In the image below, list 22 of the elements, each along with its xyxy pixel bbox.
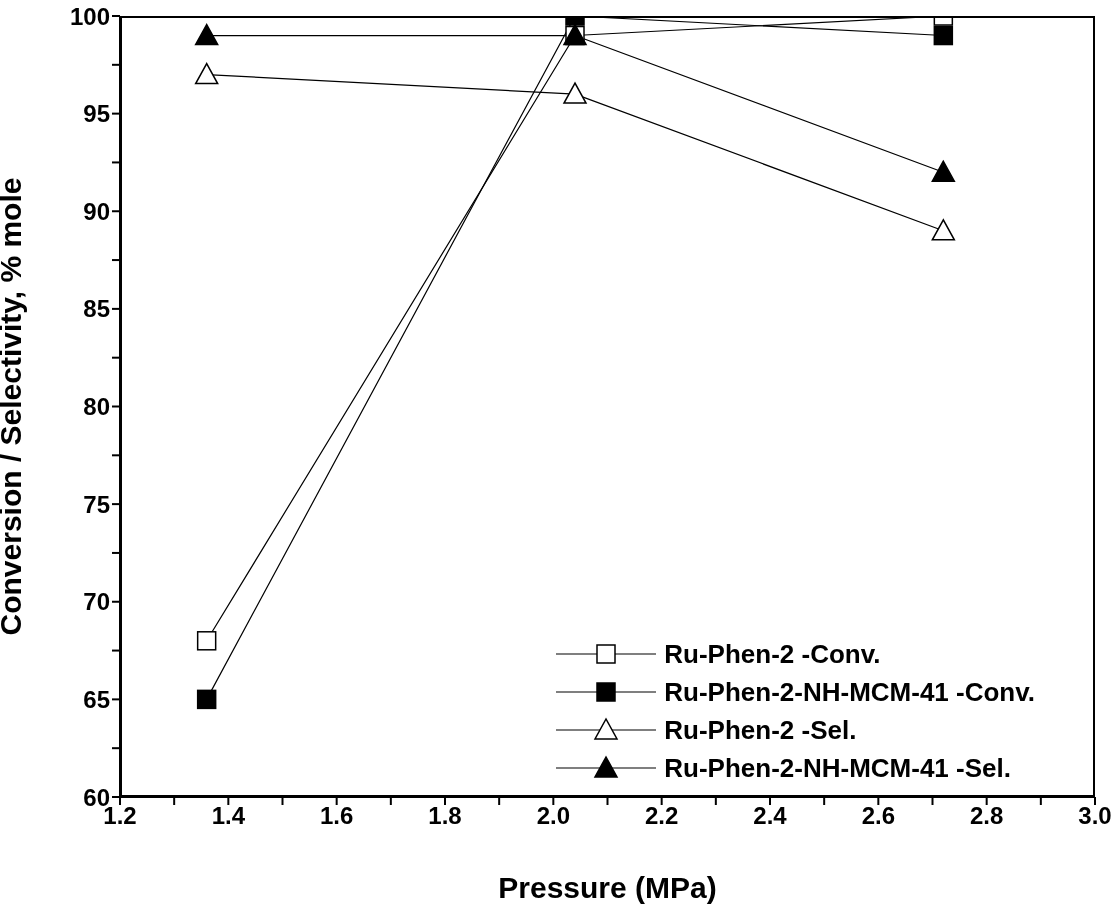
y-tick-label: 80	[83, 393, 110, 421]
y-tick-label: 90	[83, 197, 110, 225]
x-tick-label: 1.8	[428, 802, 462, 830]
x-tick-label: 1.6	[319, 802, 354, 830]
y-tick-label: 95	[83, 100, 110, 128]
x-axis-title: Pressure (MPa)	[498, 871, 717, 904]
x-tick-label: 3.0	[1078, 802, 1112, 830]
legend-label: Ru-Phen-2 -Sel.	[664, 714, 857, 746]
legend-label: Ru-Phen-2-NH-MCM-41 -Sel.	[664, 752, 1011, 784]
x-tick-label: 2.0	[536, 802, 571, 830]
x-tick-label: 2.2	[644, 802, 679, 830]
y-tick-label: 75	[83, 490, 110, 518]
x-tick-label: 2.8	[969, 802, 1004, 830]
legend-label: Ru-Phen-2-NH-MCM-41 -Conv.	[664, 676, 1035, 708]
x-tick-label: 2.6	[861, 802, 896, 830]
y-tick-label: 70	[83, 588, 110, 616]
y-tick-label: 100	[69, 2, 110, 30]
y-tick-label: 85	[83, 295, 110, 323]
legend-label: Ru-Phen-2 -Conv.	[664, 638, 881, 670]
y-tick-label: 65	[83, 685, 110, 713]
x-tick-label: 1.4	[211, 802, 246, 830]
x-tick-label: 2.4	[753, 802, 788, 830]
